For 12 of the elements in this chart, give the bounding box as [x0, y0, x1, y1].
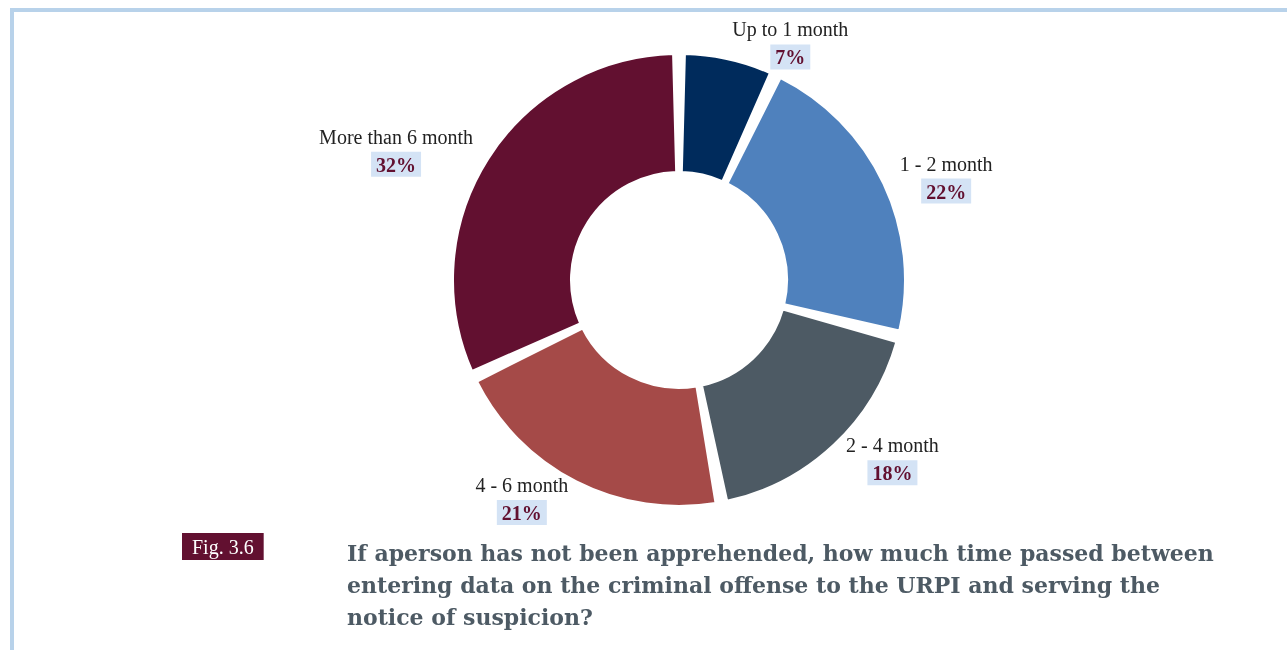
text: If aperson has not been apprehended, how much time passed between entering data on the criminal offense to the URPI and serving the notice of suspicion? — [347, 540, 1214, 630]
slice-label: 1 - 2 month — [899, 152, 993, 175]
data-label: 7% — [775, 46, 806, 69]
slice-label: More than 6 month — [319, 125, 473, 148]
data-label: 22% — [926, 180, 967, 203]
data-label: 21% — [501, 501, 542, 524]
slice-label: Up to 1 month — [732, 18, 849, 42]
caption: Fig. 3.6 — [192, 536, 254, 559]
slice-label: 2 - 4 month — [846, 434, 939, 457]
data-label: 32% — [376, 153, 417, 176]
data-label: 18% — [872, 462, 913, 485]
slice-label: 4 - 6 month — [475, 473, 569, 496]
